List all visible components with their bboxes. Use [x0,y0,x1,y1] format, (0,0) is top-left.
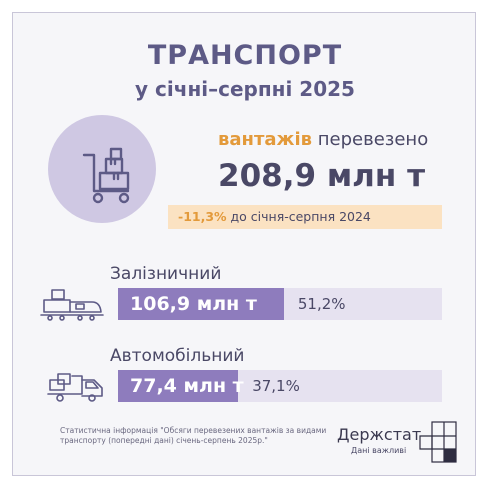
mode-label-rail: Залізничний [110,264,222,284]
page-title: ТРАНСПОРТ [147,40,343,71]
change-description: до січня-серпня 2024 [226,209,371,224]
change-text-line: -11,3% до січня-серпня 2024 [178,209,371,224]
source-note: Статистична інформація "Обсяги перевезен… [60,426,327,445]
rail-bar-track: 106,9 млн т 51,2% [118,288,442,320]
road-volume: 77,4 млн т [130,375,244,397]
truck-icon [47,373,103,402]
derzhstat-logo-icon [419,421,457,463]
brand-name: Держстат [337,425,422,444]
road-bar-fill [118,370,239,402]
rail-share: 51,2% [297,295,346,313]
train-icon [40,289,104,321]
rail-bar-fill [118,288,284,320]
change-percent: -11,3% [178,209,227,224]
page-subtitle: у січні–серпні 2025 [135,77,355,101]
cargo-cart-icon [48,115,156,223]
freight-accent-word: вантажів [218,129,313,150]
freight-rest-word: перевезено [312,129,429,150]
change-badge: -11,3% до січня-серпня 2024 [168,205,442,229]
road-bar-track: 77,4 млн т 37,1% [118,370,442,402]
brand-tagline: Дані важливі [351,446,407,455]
road-share: 37,1% [252,377,300,395]
total-freight-value: 208,9 млн т [218,158,426,194]
mode-label-road: Автомобільний [110,346,245,366]
freight-label: вантажів перевезено [218,129,428,150]
rail-volume: 106,9 млн т [130,293,257,315]
